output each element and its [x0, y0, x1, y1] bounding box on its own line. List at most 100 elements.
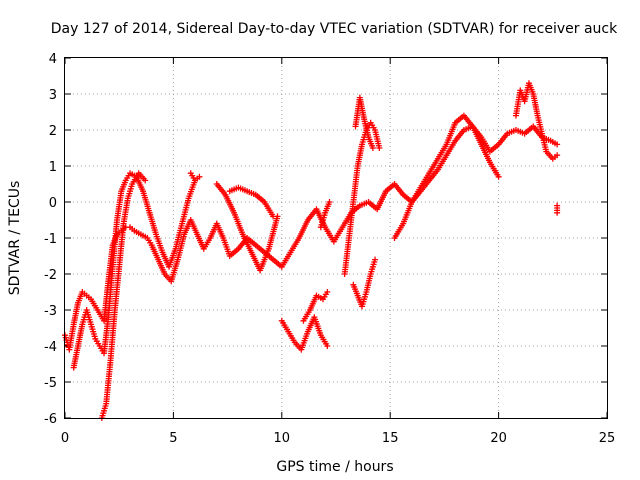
series-trace-l: [352, 94, 376, 151]
trace-marker: [251, 240, 258, 247]
y-tick-label: 2: [49, 124, 57, 139]
x-tick-label: 10: [274, 431, 291, 446]
trace-marker: [317, 295, 324, 301]
trace-marker: [358, 143, 365, 150]
trace-marker: [180, 233, 187, 240]
trace-marker: [433, 168, 440, 175]
trace-marker: [362, 291, 369, 298]
trace-marker: [442, 143, 449, 150]
trace-marker: [142, 233, 149, 240]
trace-marker: [95, 340, 102, 347]
trace-marker: [152, 229, 159, 236]
trace-marker: [250, 190, 257, 197]
trace-marker: [305, 309, 312, 316]
data-points: [62, 80, 561, 421]
trace-marker: [91, 333, 98, 340]
trace-marker: [321, 212, 328, 219]
trace-marker: [529, 88, 536, 95]
trace-marker: [381, 190, 388, 197]
x-tick-label: 0: [61, 431, 69, 446]
trace-marker: [360, 114, 367, 121]
trace-marker: [367, 273, 374, 280]
trace-marker: [325, 201, 332, 208]
trace-marker: [355, 204, 362, 211]
trace-marker: [284, 326, 291, 333]
series-trace-a: [62, 123, 561, 353]
series-trace-o: [554, 202, 561, 216]
series-trace-h: [300, 289, 331, 324]
trace-marker: [129, 226, 136, 232]
series-trace-e: [213, 181, 281, 274]
y-tick-label: -2: [44, 268, 57, 283]
trace-marker: [312, 294, 319, 301]
x-tick-label: 25: [599, 431, 616, 446]
trace-marker: [78, 323, 85, 330]
y-tick-label: -4: [44, 340, 57, 355]
trace-marker: [317, 329, 324, 336]
series-trace-j: [341, 119, 383, 277]
trace-marker: [353, 290, 360, 297]
trace-marker: [128, 183, 135, 190]
y-tick-label: -6: [44, 412, 57, 427]
trace-marker: [259, 197, 266, 204]
trace-marker: [354, 165, 361, 172]
trace-marker: [323, 340, 330, 347]
trace-marker: [468, 121, 475, 128]
trace-marker: [102, 403, 109, 409]
trace-marker: [294, 237, 301, 244]
y-tick-label: 1: [49, 160, 57, 175]
trace-marker: [338, 226, 345, 233]
trace-marker: [259, 247, 266, 254]
x-axis-label: GPS time / hours: [276, 459, 393, 475]
plot-frame: [64, 57, 608, 419]
trace-marker: [268, 211, 275, 218]
trace-marker: [477, 139, 484, 146]
trace-marker: [416, 186, 423, 193]
trace-marker: [125, 172, 132, 179]
trace-marker: [538, 128, 545, 135]
x-tick-labels: 0 5 10 15 20 25: [61, 431, 615, 446]
trace-marker: [398, 222, 405, 229]
y-axis-label: SDTVAR / TECUs: [7, 181, 23, 296]
trace-marker: [398, 190, 405, 196]
trace-marker: [493, 142, 500, 149]
trace-marker: [551, 154, 558, 160]
trace-marker: [145, 207, 152, 214]
trace-marker: [534, 110, 541, 117]
trace-marker: [124, 197, 131, 204]
trace-marker: [139, 186, 146, 193]
y-tick-label: -1: [44, 232, 57, 247]
trace-marker: [233, 247, 240, 254]
trace-marker: [205, 237, 212, 244]
series-trace-g: [278, 314, 331, 353]
series-trace-b: [70, 170, 199, 371]
x-tick-label: 5: [169, 431, 177, 446]
trace-marker: [424, 172, 431, 179]
series-trace-n: [512, 80, 561, 162]
trace-marker: [268, 255, 275, 262]
trace-marker: [442, 154, 449, 161]
y-tick-label: -5: [44, 376, 57, 391]
trace-marker: [247, 247, 254, 254]
trace-marker: [158, 247, 165, 254]
trace-marker: [81, 290, 88, 297]
x-tick-label: 20: [490, 431, 507, 446]
trace-marker: [368, 142, 375, 149]
trace-marker: [375, 142, 382, 149]
grid-lines: [65, 58, 607, 418]
y-tick-label: 0: [49, 196, 57, 211]
trace-marker: [93, 304, 100, 311]
trace-marker: [502, 132, 509, 139]
trace-marker: [160, 268, 167, 275]
trace-marker: [286, 251, 293, 258]
trace-marker: [459, 128, 466, 135]
trace-marker: [370, 124, 377, 131]
trace-marker: [494, 171, 501, 178]
trace-marker: [118, 190, 125, 197]
trace-marker: [322, 291, 329, 298]
trace-marker: [193, 229, 200, 236]
trace-marker: [135, 230, 142, 237]
trace-marker: [451, 139, 458, 146]
series-trace-f: [226, 184, 277, 220]
